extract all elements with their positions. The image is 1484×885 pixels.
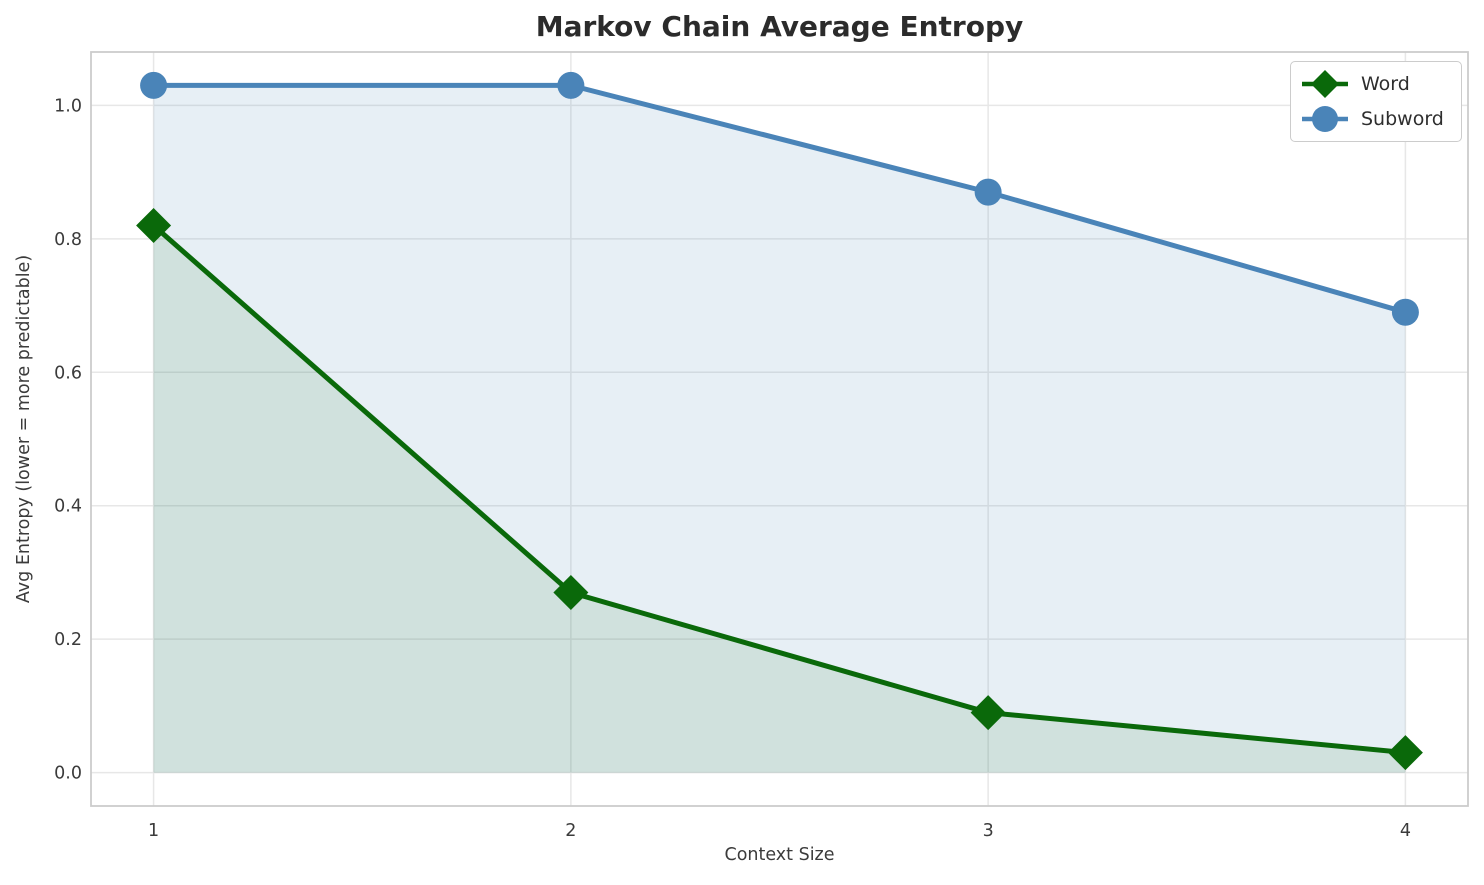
x-tick-label: 4 bbox=[1400, 821, 1411, 841]
y-tick-label: 0.8 bbox=[54, 230, 82, 250]
word-marker bbox=[970, 695, 1006, 731]
chart-title: Markov Chain Average Entropy bbox=[535, 10, 1024, 43]
subword-marker bbox=[974, 178, 1002, 206]
y-tick-label: 0.0 bbox=[54, 764, 82, 784]
subword-marker bbox=[1391, 298, 1419, 326]
y-tick-label: 0.2 bbox=[54, 630, 82, 650]
word-marker bbox=[1387, 735, 1423, 771]
legend-item-word: Word bbox=[1299, 67, 1451, 101]
x-axis-label: Context Size bbox=[724, 845, 835, 865]
word-legend-marker-icon bbox=[1302, 70, 1348, 98]
legend: Word Subword bbox=[1290, 61, 1462, 142]
legend-label-subword: Subword bbox=[1361, 108, 1444, 130]
subword-line bbox=[151, 82, 1408, 315]
legend-item-subword: Subword bbox=[1299, 102, 1451, 136]
y-tick-label: 0.4 bbox=[54, 497, 82, 517]
subword-area-fill bbox=[153, 85, 1406, 773]
x-tick-label: 2 bbox=[565, 821, 576, 841]
subword-marker bbox=[140, 71, 168, 99]
word-marker bbox=[136, 207, 172, 243]
y-tick-label: 1.0 bbox=[54, 96, 82, 116]
legend-label-word: Word bbox=[1361, 73, 1410, 95]
subword-marker bbox=[557, 71, 585, 99]
x-tick-label: 3 bbox=[983, 821, 994, 841]
plot-border bbox=[90, 51, 1469, 807]
word-marker bbox=[553, 574, 589, 610]
y-axis-label: Avg Entropy (lower = more predictable) bbox=[14, 254, 34, 604]
subword-legend-marker-icon bbox=[1302, 106, 1348, 132]
word-area-fill bbox=[153, 225, 1406, 773]
x-tick-label: 1 bbox=[148, 821, 159, 841]
word-line bbox=[151, 222, 1408, 756]
y-tick-label: 0.6 bbox=[54, 363, 82, 383]
